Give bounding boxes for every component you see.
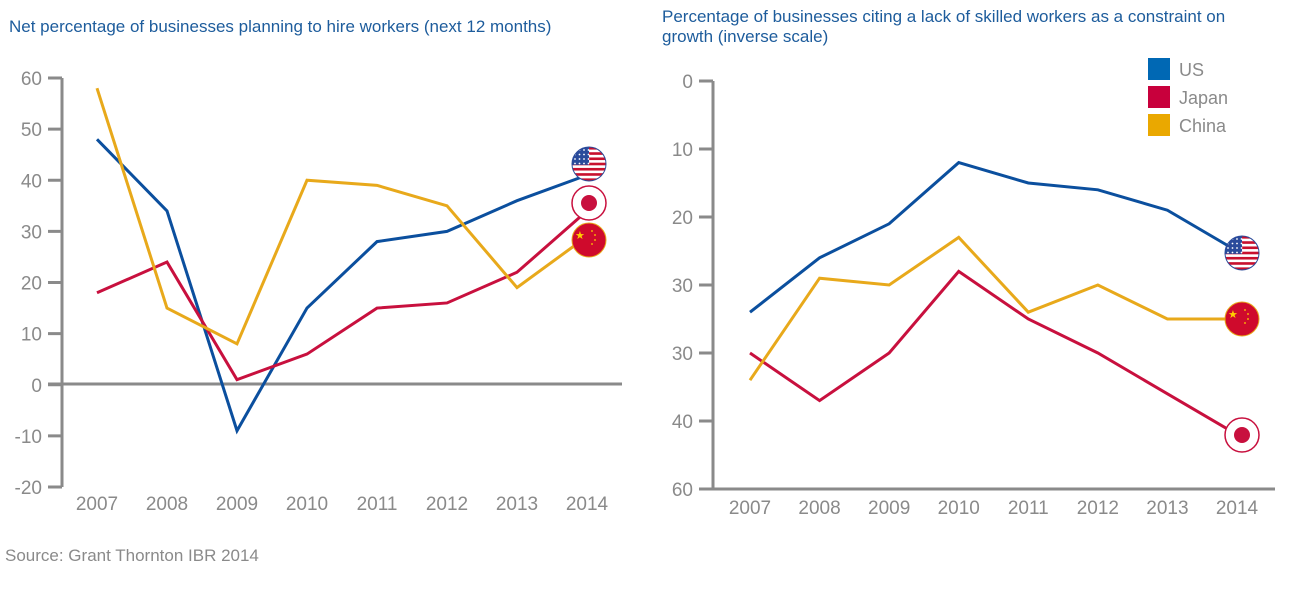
y-tick-label: 10 — [21, 325, 42, 346]
y-tick-label: 60 — [21, 69, 42, 90]
series-line-china — [748, 235, 1237, 382]
x-tick-label: 2009 — [216, 494, 258, 515]
y-tick-label: 30 — [672, 276, 693, 297]
y-tick-label: 0 — [682, 72, 693, 93]
x-tick-label: 2009 — [868, 498, 910, 519]
legend-swatch-japan — [1148, 86, 1170, 108]
x-tick-label: 2007 — [729, 498, 771, 519]
x-tick-label: 2008 — [146, 494, 188, 515]
legend-label-us: US — [1179, 60, 1204, 80]
us-flag-icon — [1224, 235, 1260, 271]
series-line-japan — [749, 269, 1238, 436]
right-chart-title: Percentage of businesses citing a lack o… — [662, 7, 1226, 46]
y-tick-label: 40 — [21, 171, 42, 192]
japan-flag-icon — [1224, 417, 1260, 453]
x-tick-label: 2011 — [357, 494, 398, 515]
x-tick-label: 2014 — [1216, 498, 1259, 519]
y-tick-label: -10 — [15, 427, 42, 448]
y-tick-label: 40 — [672, 412, 693, 433]
x-tick-label: 2012 — [426, 494, 468, 515]
legend-label-china: China — [1179, 116, 1227, 136]
y-tick-label: 20 — [672, 208, 693, 229]
x-tick-label: 2010 — [938, 498, 980, 519]
y-tick-label: 30 — [21, 222, 42, 243]
x-tick-label: 2013 — [496, 494, 538, 515]
x-tick-label: 2012 — [1077, 498, 1119, 519]
left-chart-title: Net percentage of businesses planning to… — [9, 17, 552, 36]
us-flag-icon — [571, 146, 607, 182]
japan-flag-icon — [571, 185, 607, 221]
source-note: Source: Grant Thornton IBR 2014 — [5, 546, 259, 565]
y-tick-label: 20 — [21, 274, 42, 295]
y-tick-label: 0 — [31, 376, 42, 397]
series-line-china — [95, 87, 588, 346]
x-tick-label: 2007 — [76, 494, 118, 515]
x-tick-label: 2010 — [286, 494, 328, 515]
right-chart: 0 10 20 30 30 40 60 2007 2008 2009 2010 2011 2012 201… — [672, 72, 1275, 519]
china-flag-icon: ★ — [1224, 301, 1260, 337]
series-line-us — [749, 160, 1238, 314]
series-line-us — [95, 138, 588, 435]
series-line-japan — [96, 209, 588, 382]
x-tick-label: 2008 — [798, 498, 840, 519]
legend: US Japan China — [1148, 58, 1228, 136]
x-tick-label: 2013 — [1146, 498, 1188, 519]
svg-text:★: ★ — [1228, 309, 1238, 321]
legend-label-japan: Japan — [1179, 88, 1228, 108]
china-flag-icon: ★ — [571, 222, 607, 258]
y-tick-label: 60 — [672, 480, 693, 501]
y-tick-label: 10 — [672, 140, 693, 161]
x-tick-label: 2011 — [1008, 498, 1049, 519]
x-tick-label: 2014 — [566, 494, 609, 515]
y-tick-label: 30 — [672, 344, 693, 365]
legend-swatch-china — [1148, 114, 1170, 136]
y-tick-label: -20 — [15, 478, 42, 499]
y-tick-label: 50 — [21, 120, 42, 141]
svg-text:★: ★ — [575, 230, 585, 242]
legend-swatch-us — [1148, 58, 1170, 80]
